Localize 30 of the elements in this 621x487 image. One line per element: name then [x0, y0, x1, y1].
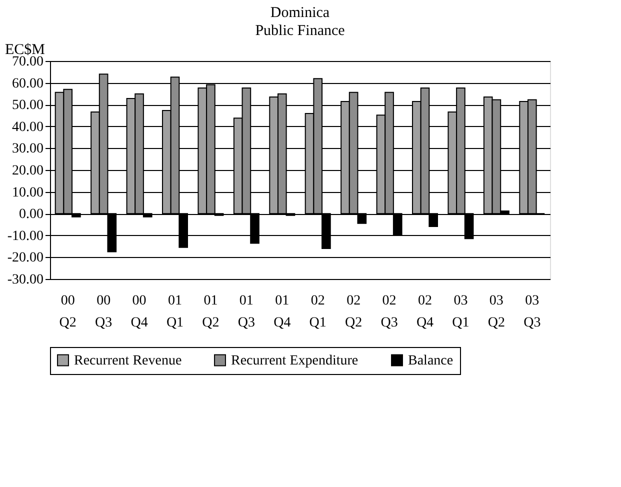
x-tick-label: 03 Q3: [524, 294, 541, 330]
y-tick-label: -30.00: [7, 272, 44, 288]
y-tick-label: 10.00: [12, 185, 44, 200]
y-tick-label: 50.00: [12, 98, 44, 114]
x-tick-label: 02 Q1: [309, 294, 326, 330]
x-tick-label: 03 Q2: [488, 294, 505, 330]
x-tick-label: 00 Q3: [95, 294, 112, 330]
x-tick-label: 00 Q4: [130, 294, 148, 330]
x-tick-label: 01 Q3: [238, 294, 255, 330]
chart-subtitle: Public Finance: [255, 23, 346, 39]
legend-label: Recurrent Revenue: [74, 353, 182, 368]
y-tick-label: 20.00: [12, 164, 44, 178]
y-tick-label: 60.00: [12, 76, 44, 92]
chart-title: Dominica: [270, 5, 330, 21]
x-tick-label: 02 Q4: [416, 294, 434, 330]
x-tick-label: 02 Q3: [380, 294, 398, 330]
legend-label: Recurrent Expenditure: [231, 353, 358, 368]
y-tick-label: 70.00: [12, 54, 44, 70]
x-tick-label: 03 Q1: [452, 294, 470, 330]
y-tick-label: 40.00: [12, 120, 44, 135]
y-tick-label: -20.00: [7, 250, 44, 266]
x-tick-label: 01 Q4: [274, 294, 291, 330]
legend-label: Balance: [408, 353, 454, 368]
x-tick-label: 00 Q2: [59, 294, 76, 330]
x-tick-label: 01 Q2: [202, 294, 220, 330]
y-tick-label: 0.00: [19, 207, 44, 222]
y-tick-label: 30.00: [12, 142, 44, 157]
x-tick-label: 02 Q2: [345, 294, 362, 330]
x-tick-label: 01 Q1: [166, 294, 184, 330]
y-tick-label: -10.00: [7, 228, 44, 244]
